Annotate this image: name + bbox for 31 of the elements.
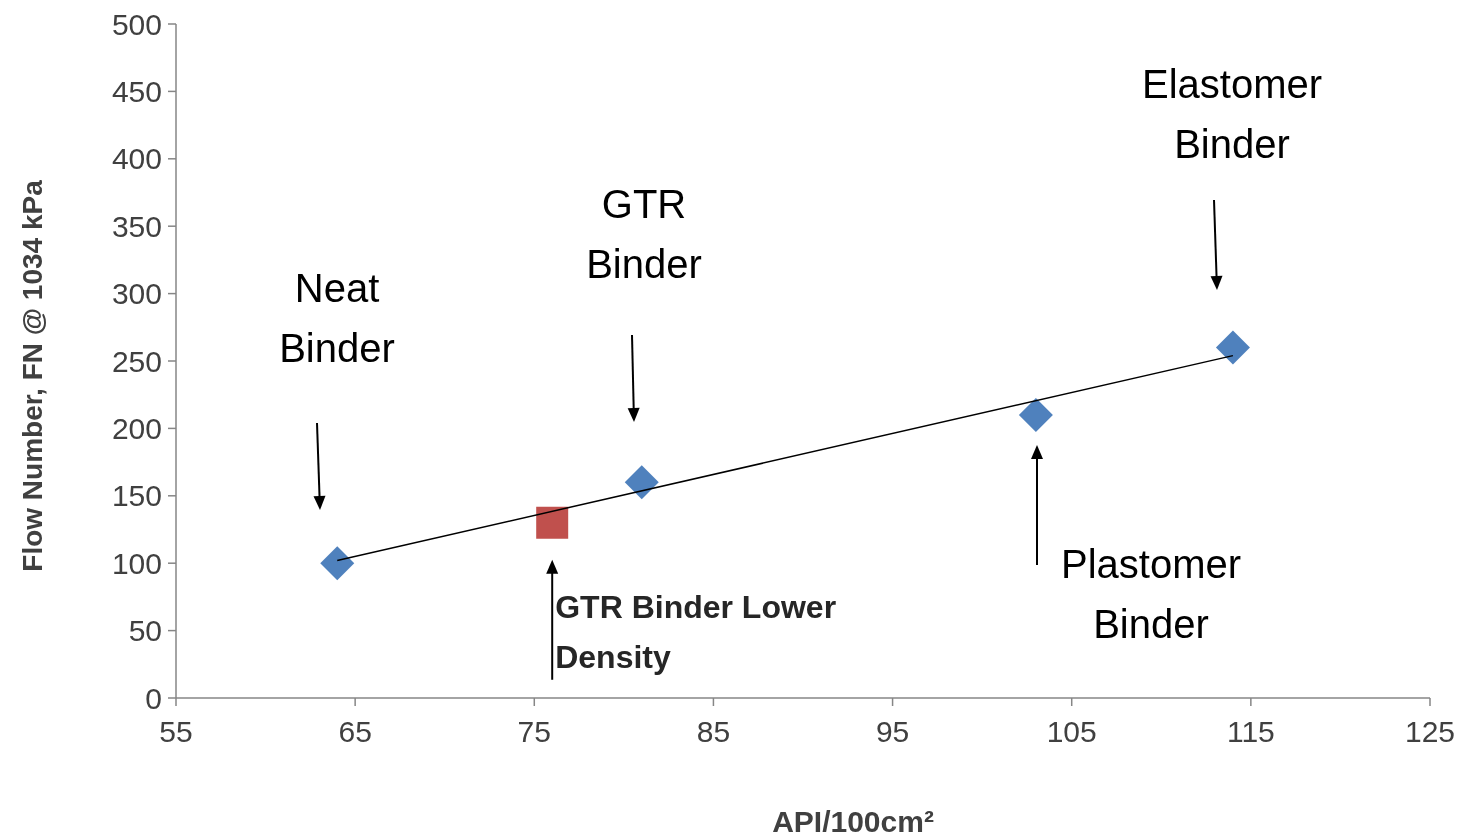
point xyxy=(320,546,355,581)
y-tick-label: 150 xyxy=(111,479,162,513)
annotation: GTR Binder Lower Density xyxy=(555,588,837,675)
y-tick-label: 50 xyxy=(128,614,162,648)
point xyxy=(1215,330,1250,365)
y-tick-label: 100 xyxy=(111,546,162,580)
x-tick-label: 55 xyxy=(159,715,193,748)
y-tick-label: 350 xyxy=(111,209,162,243)
y-tick-label: 250 xyxy=(111,344,162,378)
annotation: Plastomer Binder xyxy=(1060,542,1242,646)
annotation: Neat Binder xyxy=(279,266,395,370)
point xyxy=(536,506,569,539)
point xyxy=(624,465,659,500)
annotation: GTR Binder xyxy=(586,182,702,286)
y-tick-label: 200 xyxy=(111,411,162,445)
x-axis-title: API/100cm² xyxy=(772,805,934,838)
y-tick-label: 300 xyxy=(111,277,162,311)
x-tick-label: 75 xyxy=(517,715,551,748)
annotation: Elastomer Binder xyxy=(1141,62,1323,166)
x-tick-label: 115 xyxy=(1226,715,1275,748)
y-axis-title: Flow Number, FN @ 1034 kPa xyxy=(17,179,48,572)
y-tick-label: 0 xyxy=(145,681,162,715)
y-tick-label: 450 xyxy=(111,74,162,108)
x-tick-label: 105 xyxy=(1046,715,1097,748)
y-tick-label: 400 xyxy=(111,142,162,176)
point xyxy=(1018,397,1053,432)
x-tick-label: 85 xyxy=(696,715,731,748)
x-tick-label: 125 xyxy=(1404,715,1456,748)
x-tick-label: 95 xyxy=(875,715,910,748)
x-tick-label: 65 xyxy=(338,715,372,748)
y-tick-label: 500 xyxy=(111,7,162,41)
